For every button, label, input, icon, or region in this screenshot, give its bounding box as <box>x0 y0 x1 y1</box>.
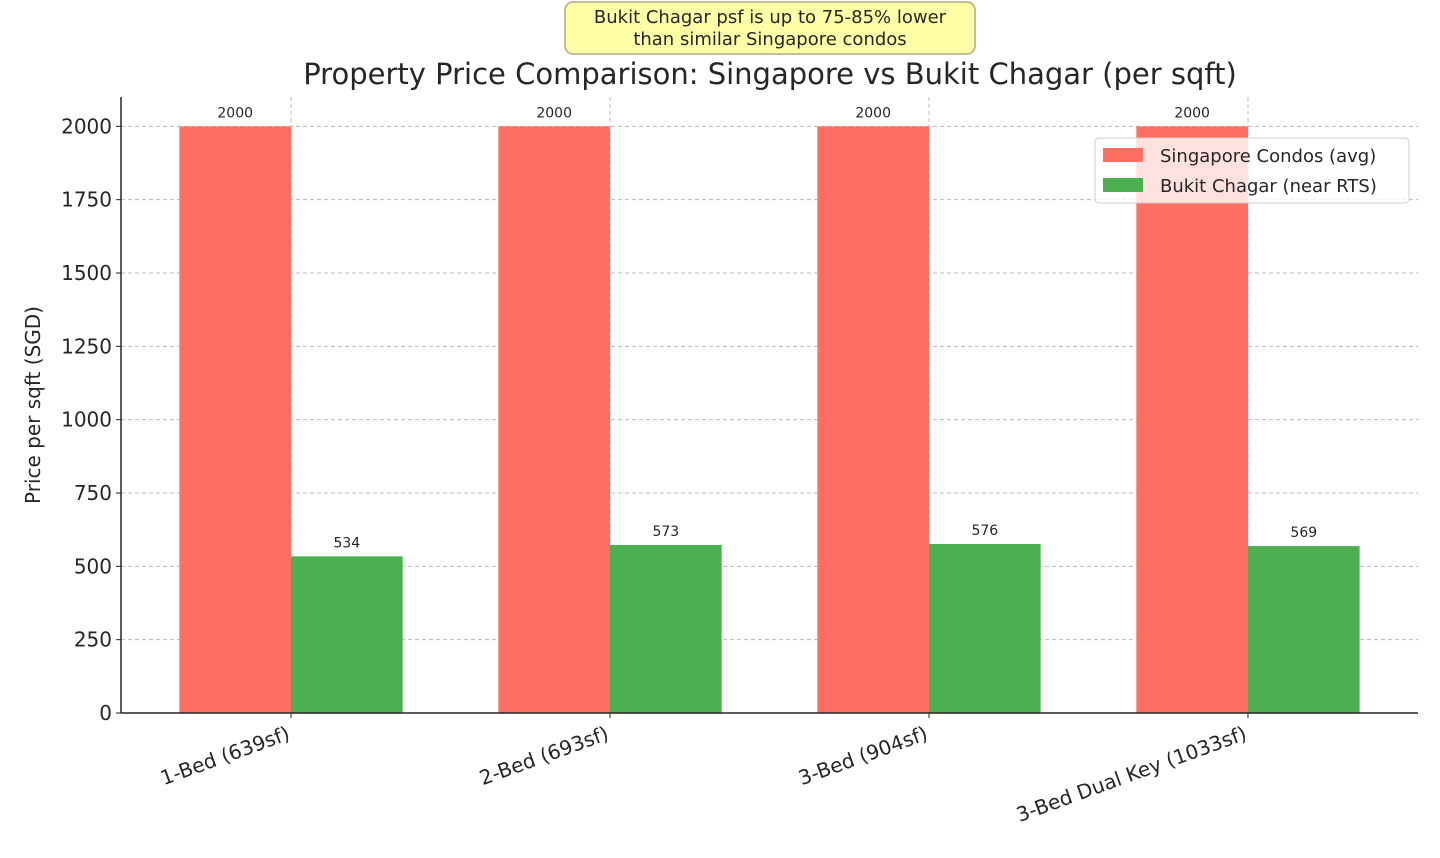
legend-label: Bukit Chagar (near RTS) <box>1160 176 1377 197</box>
data-labels: 2000 2000 2000 2000 534 573 576 569 <box>217 105 1317 551</box>
legend-label: Singapore Condos (avg) <box>1160 146 1376 167</box>
legend-swatch <box>1103 178 1143 192</box>
bar-bukit-chagar <box>610 544 722 713</box>
x-tick-label: 3-Bed Dual Key (1033sf) <box>1013 721 1250 827</box>
data-label: 2000 <box>855 105 891 121</box>
bar-bukit-chagar <box>1247 546 1360 713</box>
bar-singapore <box>498 126 611 714</box>
data-label: 576 <box>971 523 998 539</box>
bar-singapore <box>179 126 292 714</box>
x-tick-label: 3-Bed (904sf) <box>795 721 931 790</box>
data-label: 2000 <box>217 105 253 121</box>
y-axis-label: Price per sqft (SGD) <box>21 306 45 504</box>
y-tick-label: 2000 <box>61 114 112 138</box>
legend-box <box>1094 137 1410 204</box>
x-tick-label: 2-Bed (693sf) <box>476 721 612 790</box>
data-label: 2000 <box>536 105 572 121</box>
bar-bukit-chagar <box>928 544 1041 713</box>
y-tick-label: 750 <box>74 481 112 505</box>
y-tick-label: 500 <box>74 554 112 578</box>
y-tick-label: 1250 <box>61 334 112 358</box>
bar-singapore <box>817 126 929 714</box>
y-tick-label: 1000 <box>61 408 112 432</box>
annotation-box <box>564 1 976 55</box>
y-tick-label: 0 <box>99 701 112 725</box>
data-label: 534 <box>333 535 360 551</box>
annotation-text: Bukit Chagar psf is up to 75-85% lower <box>594 7 947 28</box>
chart-title: Property Price Comparison: Singapore vs … <box>303 57 1237 91</box>
bar-bukit-chagar <box>291 556 403 713</box>
annotation: Bukit Chagar psf is up to 75-85% lowerth… <box>564 1 976 55</box>
annotation-text: than similar Singapore condos <box>633 29 906 50</box>
data-label: 569 <box>1290 525 1317 541</box>
bar-singapore <box>1136 126 1248 714</box>
y-tick-label: 1750 <box>61 188 112 212</box>
data-label: 573 <box>652 524 679 540</box>
legend: Singapore Condos (avg) Bukit Chagar (near… <box>1094 137 1410 204</box>
legend-swatch <box>1103 148 1143 162</box>
x-tick-label: 1-Bed (639sf) <box>157 721 293 790</box>
bars <box>179 126 1360 714</box>
y-tick-label: 1500 <box>61 261 112 285</box>
y-tick-label: 250 <box>74 628 112 652</box>
data-label: 2000 <box>1174 105 1210 121</box>
